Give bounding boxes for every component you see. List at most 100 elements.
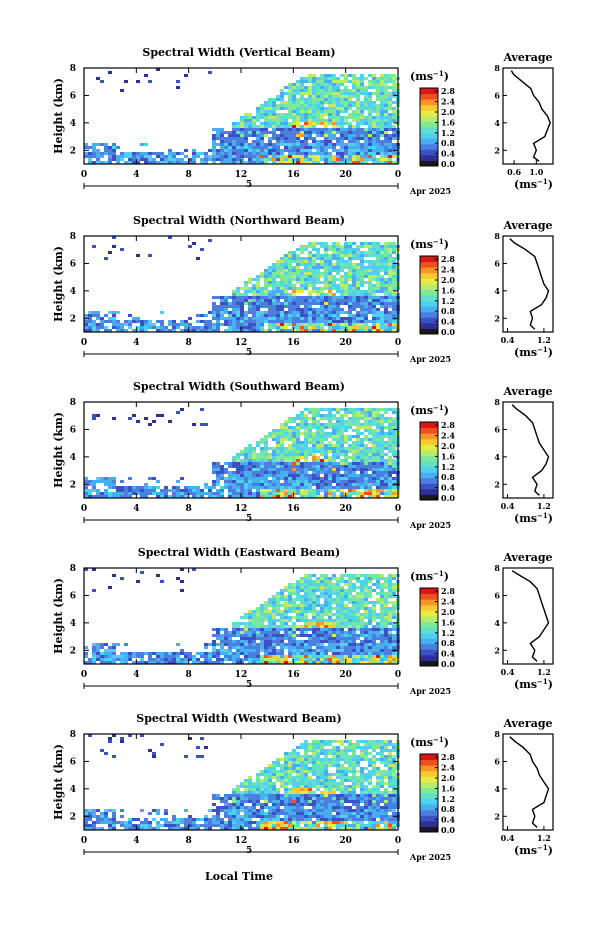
heatmap-cell [348, 314, 352, 317]
heatmap-cell [348, 619, 352, 622]
heatmap-cell [260, 616, 264, 619]
heatmap-cell [384, 128, 388, 131]
heatmap-cell [384, 296, 388, 299]
heatmap-cell [276, 128, 280, 131]
heatmap-cell [340, 275, 344, 278]
heatmap-cell [352, 616, 356, 619]
heatmap-cell [372, 468, 376, 471]
heatmap-cell [264, 441, 268, 444]
heatmap-cell [212, 308, 216, 311]
heatmap-cell [388, 95, 392, 98]
heatmap-cell [264, 284, 268, 287]
heatmap-cell [300, 414, 304, 417]
heatmap-cell [352, 577, 356, 580]
heatmap-cell [276, 314, 280, 317]
heatmap-cell [304, 441, 308, 444]
heatmap-cell [292, 251, 296, 254]
heatmap-cell [356, 275, 360, 278]
heatmap-cell [272, 146, 276, 149]
heatmap-cell [376, 116, 380, 119]
heatmap-cell [220, 143, 224, 146]
heatmap-cell [372, 116, 376, 119]
heatmap-cell [388, 290, 392, 293]
heatmap-cell [348, 137, 352, 140]
heatmap-cell [152, 420, 156, 423]
heatmap-cell [236, 134, 240, 137]
x-tick-label: 0 [81, 170, 87, 180]
heatmap-cell [392, 417, 396, 420]
heatmap-cell [180, 323, 184, 326]
heatmap-cell [312, 314, 316, 317]
heatmap-cell [380, 628, 384, 631]
heatmap-cell [392, 260, 396, 263]
heatmap-cell [272, 450, 276, 453]
heatmap-cell [248, 134, 252, 137]
heatmap-cell [316, 423, 320, 426]
heatmap-cell [348, 423, 352, 426]
heatmap-cell [340, 89, 344, 92]
heatmap-cell [304, 119, 308, 122]
heatmap-cell [372, 86, 376, 89]
heatmap-cell [372, 429, 376, 432]
heatmap-cell [380, 305, 384, 308]
heatmap-cell [264, 149, 268, 152]
heatmap-cell [256, 290, 260, 293]
heatmap-cell [360, 447, 364, 450]
heatmap-cell [244, 155, 248, 158]
heatmap-cell [296, 429, 300, 432]
heatmap-cell [296, 417, 300, 420]
heatmap-cell [264, 637, 268, 640]
heatmap-cell [372, 320, 376, 323]
heatmap-cell [304, 134, 308, 137]
heatmap-cell [304, 128, 308, 131]
heatmap-cell [276, 658, 280, 661]
heatmap-cell [248, 278, 252, 281]
heatmap-cell [388, 287, 392, 290]
heatmap-cell [364, 314, 368, 317]
heatmap-cell [364, 462, 368, 465]
heatmap-cell [376, 80, 380, 83]
heatmap-cell [388, 242, 392, 245]
heatmap-cell [300, 444, 304, 447]
heatmap-cell [128, 652, 132, 655]
heatmap-cell [328, 483, 332, 486]
heatmap-cell [260, 107, 264, 110]
heatmap-cell [328, 299, 332, 302]
heatmap-cell [312, 598, 316, 601]
heatmap-cell [312, 453, 316, 456]
heatmap-cell [260, 317, 264, 320]
heatmap-cell [364, 308, 368, 311]
avg-title: Average [502, 385, 552, 398]
heatmap-cell [140, 155, 144, 158]
heatmap-cell [328, 140, 332, 143]
heatmap-cell [116, 311, 120, 314]
heatmap-cell [272, 152, 276, 155]
heatmap-cell [320, 260, 324, 263]
heatmap-cell [264, 655, 268, 658]
heatmap-cell [304, 275, 308, 278]
heatmap-cell [300, 251, 304, 254]
heatmap-cell [248, 116, 252, 119]
heatmap-cell [232, 311, 236, 314]
heatmap-cell [112, 149, 116, 152]
heatmap-cell [280, 643, 284, 646]
heatmap-cell [280, 432, 284, 435]
heatmap-cell [364, 146, 368, 149]
heatmap-cell [288, 281, 292, 284]
heatmap-cell [172, 320, 176, 323]
heatmap-cell [148, 254, 152, 257]
heatmap-cell [272, 435, 276, 438]
heatmap-cell [372, 107, 376, 110]
heatmap-cell [344, 293, 348, 296]
heatmap-cell [336, 257, 340, 260]
heatmap-cell [280, 98, 284, 101]
heatmap-cell [92, 414, 96, 417]
heatmap-cell [296, 480, 300, 483]
heatmap-cell [376, 278, 380, 281]
heatmap-cell [376, 107, 380, 110]
heatmap-cell [292, 128, 296, 131]
heatmap-cell [276, 119, 280, 122]
heatmap-cell [372, 423, 376, 426]
heatmap-cell [324, 447, 328, 450]
heatmap-cell [284, 465, 288, 468]
